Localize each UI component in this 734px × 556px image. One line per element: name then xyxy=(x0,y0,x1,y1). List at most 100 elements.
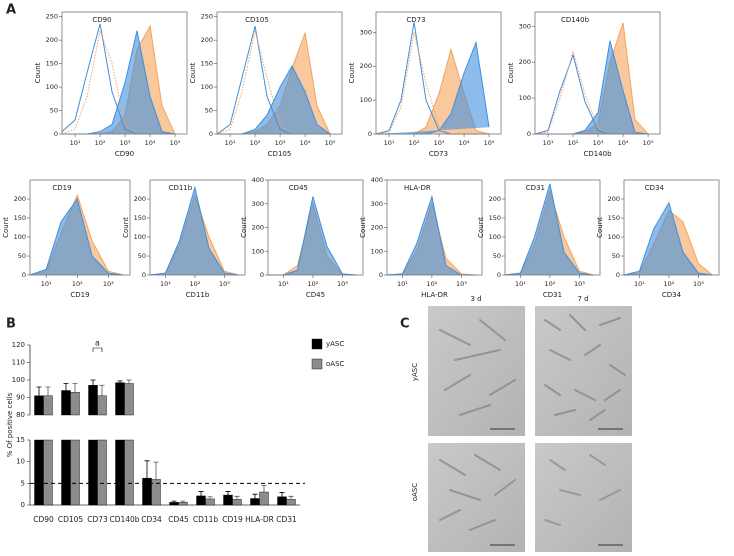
y-tick-label: 0 xyxy=(616,271,620,279)
y-tick-label: 300 xyxy=(252,200,264,208)
x-axis-label: CD31 xyxy=(543,291,562,299)
y-tick-label: 0 xyxy=(260,271,264,279)
y-tick-label: 100 xyxy=(46,83,58,91)
error-bar xyxy=(63,383,69,391)
error-bar xyxy=(198,491,204,496)
bar xyxy=(43,395,53,416)
y-tick-label: 50 xyxy=(493,252,501,260)
plot-frame xyxy=(216,11,343,135)
error-bar xyxy=(144,460,150,479)
y-tick-label: 150 xyxy=(46,60,58,68)
error-bar xyxy=(117,380,123,383)
x-tick-label: 10² xyxy=(250,139,261,147)
density-curve xyxy=(268,196,357,276)
error-bar xyxy=(171,500,177,503)
y-tick-label: 200 xyxy=(489,195,501,203)
x-tick-label: 10⁴ xyxy=(300,139,311,147)
error-bar xyxy=(36,386,42,396)
bar xyxy=(205,498,215,506)
density-curve xyxy=(29,197,124,276)
x-tick-label: CD73 xyxy=(87,515,108,524)
plot-title: CD34 xyxy=(645,184,665,192)
y-tick-label: 200 xyxy=(608,195,620,203)
plot-title: CD45 xyxy=(289,184,308,192)
x-tick-label: 10¹ xyxy=(160,280,171,288)
error-bar xyxy=(288,495,294,500)
y-tick-label: 400 xyxy=(371,176,383,184)
annotation: a xyxy=(95,339,100,348)
y-tick-label: 150 xyxy=(489,214,501,222)
y-tick-label: 0 xyxy=(379,271,383,279)
y-axis-label: % Of positive cells xyxy=(6,392,14,457)
bar xyxy=(232,499,242,506)
plot-title: CD11b xyxy=(169,184,193,192)
y-tick-label: 0 xyxy=(497,271,501,279)
y-tick-label: 200 xyxy=(14,195,26,203)
plot-title: CD105 xyxy=(245,16,269,24)
y-tick-label: 200 xyxy=(252,224,264,232)
error-bar xyxy=(72,383,78,393)
column-label: 3 d xyxy=(470,295,481,303)
error-bar xyxy=(90,379,96,386)
micrograph xyxy=(535,306,632,436)
x-tick-label: 10¹ xyxy=(397,280,408,288)
y-tick-label: 50 xyxy=(18,252,26,260)
error-bar xyxy=(252,493,258,499)
x-axis-label: CD45 xyxy=(306,291,325,299)
error-bar xyxy=(153,461,159,480)
bar xyxy=(259,491,269,506)
y-tick-label: 0 xyxy=(209,130,213,138)
x-tick-label: HLA-DR xyxy=(245,515,274,524)
x-tick-label: 10³ xyxy=(456,280,467,288)
error-bar xyxy=(234,495,240,500)
y-tick-label: 10 xyxy=(16,458,25,466)
y-tick-label: 90 xyxy=(16,394,25,402)
y-tick-label: 120 xyxy=(12,341,25,349)
bar xyxy=(97,439,107,506)
error-bar xyxy=(261,485,267,492)
x-axis-label: CD140b xyxy=(583,150,612,158)
row-label: yASC xyxy=(411,363,419,381)
y-tick-label: 100 xyxy=(519,94,531,102)
x-tick-label: 10³ xyxy=(574,280,585,288)
bar xyxy=(61,439,71,506)
y-tick-label: 0 xyxy=(142,271,146,279)
x-tick-label: CD90 xyxy=(33,515,54,524)
bar xyxy=(88,385,98,416)
x-tick-label: 10³ xyxy=(693,280,704,288)
x-tick-label: 10² xyxy=(663,280,674,288)
bar xyxy=(196,495,206,506)
y-tick-label: 50 xyxy=(612,252,620,260)
x-tick-label: 10¹ xyxy=(384,139,395,147)
x-tick-label: 10¹ xyxy=(70,139,81,147)
y-tick-label: 0 xyxy=(21,501,25,509)
panel-label: A xyxy=(6,3,16,18)
bar xyxy=(70,392,80,416)
y-tick-label: 200 xyxy=(134,195,146,203)
bar xyxy=(169,502,179,506)
x-axis-label: CD90 xyxy=(115,150,134,158)
y-tick-label: 200 xyxy=(360,62,372,70)
y-tick-label: 150 xyxy=(201,60,213,68)
x-tick-label: CD105 xyxy=(58,515,84,524)
y-tick-label: 80 xyxy=(16,411,25,419)
error-bar xyxy=(225,491,231,496)
y-tick-label: 150 xyxy=(134,214,146,222)
y-tick-label: 300 xyxy=(519,22,531,30)
x-axis-label: CD19 xyxy=(70,291,89,299)
density-curve xyxy=(504,183,594,276)
panel-label: C xyxy=(400,317,410,332)
plot-title: HLA-DR xyxy=(404,184,431,192)
x-axis-label: CD73 xyxy=(429,150,448,158)
x-tick-label: 10¹ xyxy=(543,139,554,147)
plot-frame xyxy=(375,11,502,135)
x-tick-label: 10³ xyxy=(434,139,445,147)
y-axis-label: Count xyxy=(2,217,10,238)
bar xyxy=(286,499,296,506)
plot-title: CD90 xyxy=(92,16,111,24)
y-axis-label: Count xyxy=(240,217,248,238)
error-bar xyxy=(126,379,132,384)
y-tick-label: 300 xyxy=(360,28,372,36)
y-axis-label: Count xyxy=(596,217,604,238)
